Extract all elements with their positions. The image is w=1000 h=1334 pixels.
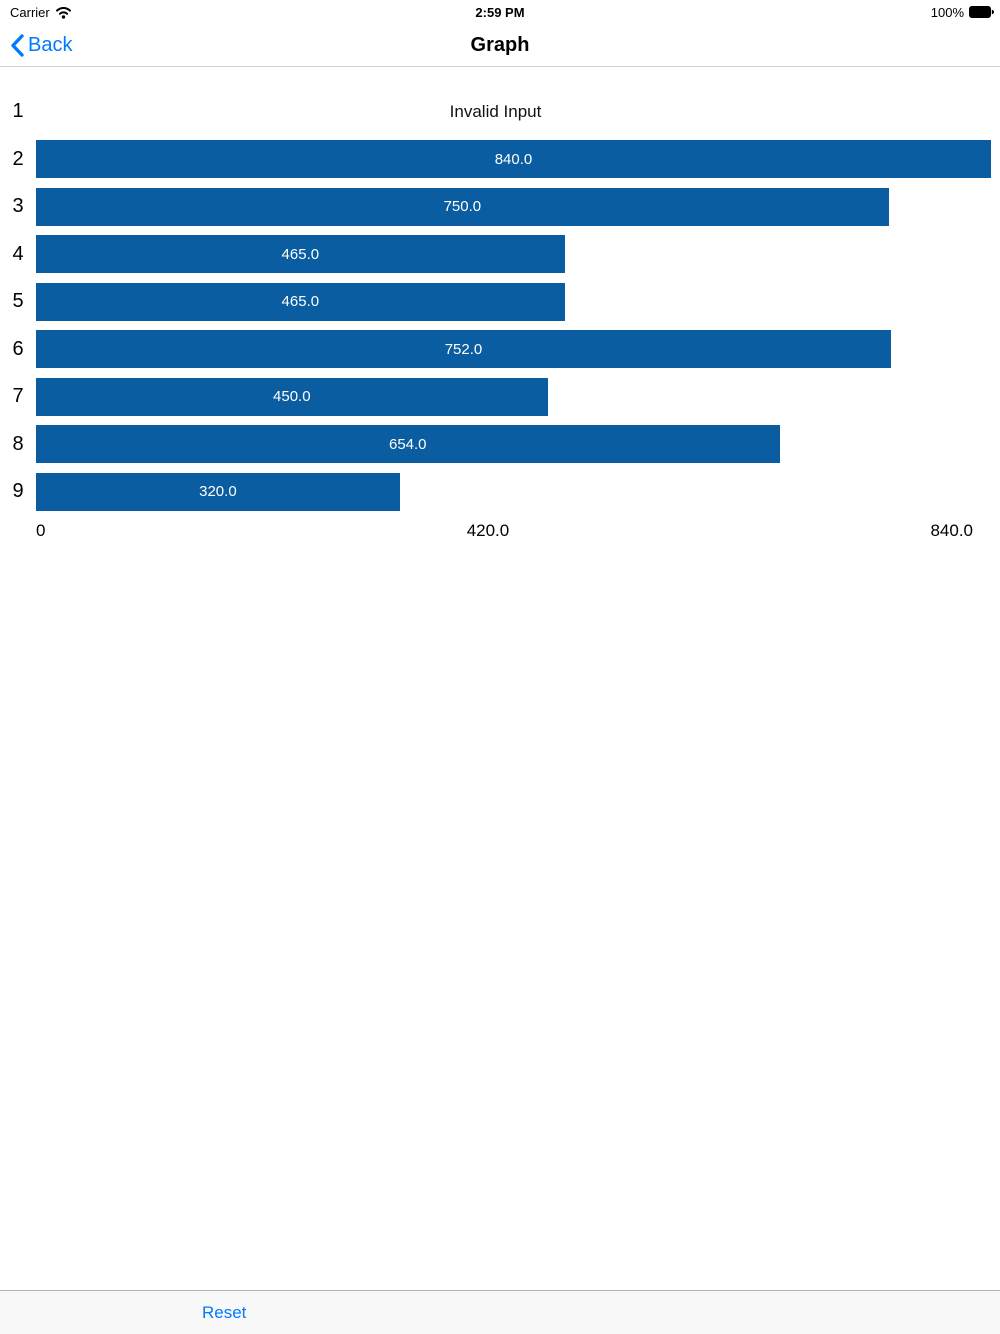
- plot-area: 465.0: [36, 231, 991, 279]
- bar: 320.0: [36, 472, 400, 511]
- plot-area: 465.0: [36, 278, 991, 326]
- row-index-label: 2: [12, 147, 24, 170]
- bottom-toolbar: Reset: [0, 1290, 1000, 1334]
- row-index-label: 7: [12, 385, 24, 408]
- bar: 465.0: [36, 235, 565, 274]
- row-index-label: 1: [12, 100, 24, 123]
- page-title: Graph: [470, 33, 530, 56]
- plot-area: 752.0: [36, 326, 991, 374]
- chart-row: 8 654.0: [0, 421, 991, 469]
- bar-chart: 1 Invalid Input 2 840.0 3 750.0 4 465.0 5 465.0 6 7…: [0, 88, 991, 516]
- battery-icon: [969, 6, 994, 18]
- bar-value-label: 752.0: [444, 340, 483, 358]
- chart-row: 3 750.0: [0, 183, 991, 231]
- status-bar: Carrier 2:59 PM 100%: [0, 0, 1000, 24]
- row-index-label: 9: [12, 480, 24, 503]
- plot-area: 320.0: [36, 468, 991, 516]
- plot-area: Invalid Input: [36, 88, 991, 136]
- bar-value-label: 840.0: [494, 150, 533, 168]
- chart-row: 6 752.0: [0, 326, 991, 374]
- back-button[interactable]: Back: [10, 24, 72, 66]
- x-axis-tick-label: 840.0: [930, 521, 973, 540]
- bar: 750.0: [36, 187, 889, 226]
- bar-value-label: 465.0: [281, 245, 320, 263]
- row-index-label: 4: [12, 242, 24, 265]
- x-axis-tick-label: 0: [36, 521, 46, 540]
- bar: 450.0: [36, 377, 548, 416]
- invalid-input-label: Invalid Input: [449, 101, 542, 121]
- chart-row: 1 Invalid Input: [0, 88, 991, 136]
- clock-label: 2:59 PM: [475, 4, 525, 20]
- plot-area: 840.0: [36, 136, 991, 184]
- bar: 752.0: [36, 330, 891, 369]
- status-left: Carrier: [0, 5, 72, 20]
- navigation-bar: Back Graph: [0, 24, 1000, 67]
- plot-area: 450.0: [36, 373, 991, 421]
- plot-area: 750.0: [36, 183, 991, 231]
- chart-row: 2 840.0: [0, 136, 991, 184]
- battery-percent-label: 100%: [930, 4, 964, 20]
- bar-value-label: 320.0: [199, 483, 237, 501]
- status-right: 100%: [931, 5, 1000, 20]
- x-axis: 0 420.0 840.0: [36, 519, 973, 543]
- plot-area: 654.0: [36, 421, 991, 469]
- x-axis-tick-label: 420.0: [466, 521, 510, 540]
- carrier-label: Carrier: [10, 4, 50, 20]
- row-index-label: 8: [12, 432, 24, 455]
- bar-value-label: 465.0: [281, 293, 320, 311]
- row-index-label: 3: [12, 195, 24, 218]
- bar-value-label: 654.0: [388, 435, 427, 453]
- chart-row: 5 465.0: [0, 278, 991, 326]
- bar-value-label: 450.0: [273, 388, 311, 406]
- back-button-label: Back: [28, 33, 73, 56]
- bar-value-label: 750.0: [443, 198, 482, 216]
- row-index-label: 5: [12, 290, 24, 313]
- reset-button[interactable]: Reset: [202, 1291, 246, 1334]
- bar: 654.0: [36, 425, 780, 464]
- chart-row: 7 450.0: [0, 373, 991, 421]
- chart-row: 4 465.0: [0, 231, 991, 279]
- row-index-label: 6: [12, 337, 24, 360]
- chart-row: 9 320.0: [0, 468, 991, 516]
- chevron-left-icon: [10, 33, 24, 57]
- wifi-icon: [55, 6, 72, 19]
- bar: 840.0: [36, 140, 991, 179]
- bar: 465.0: [36, 282, 565, 321]
